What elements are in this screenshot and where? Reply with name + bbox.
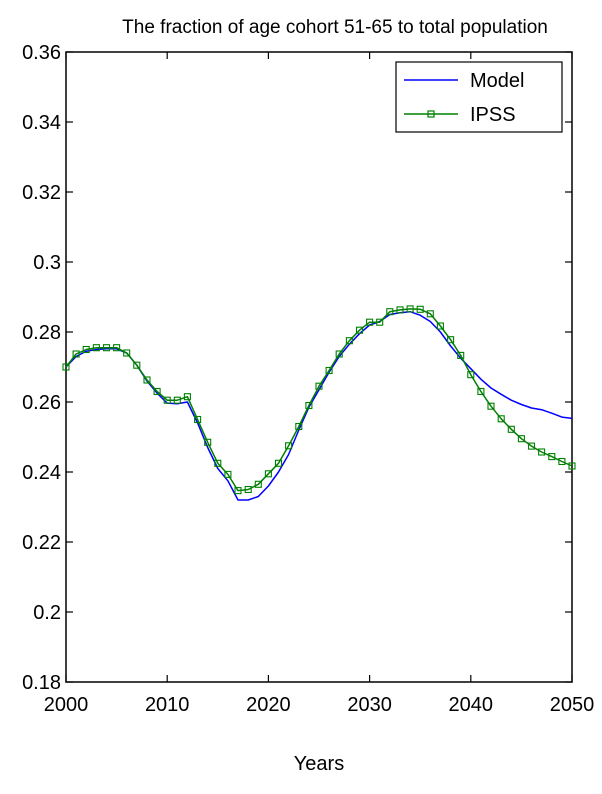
data-point-ipss xyxy=(295,422,303,431)
x-tick-label: 2050 xyxy=(550,694,595,716)
data-point-ipss xyxy=(558,457,566,466)
data-point-ipss xyxy=(92,344,100,352)
x-tick-label: 2020 xyxy=(246,694,291,716)
data-point-ipss xyxy=(274,459,283,467)
plot-series xyxy=(62,305,576,501)
x-tick-label: 2000 xyxy=(44,694,89,716)
data-point-ipss xyxy=(467,371,475,379)
data-point-ipss xyxy=(436,322,444,330)
data-point-ipss xyxy=(527,442,536,450)
data-point-ipss xyxy=(396,306,404,314)
series-line-model xyxy=(65,310,573,501)
data-point-ipss xyxy=(113,344,121,352)
y-tick-label: 0.26 xyxy=(22,392,61,414)
data-point-ipss xyxy=(153,387,161,396)
y-tick-label: 0.28 xyxy=(22,322,61,344)
y-tick-label: 0.18 xyxy=(22,672,61,694)
data-point-ipss xyxy=(234,487,242,495)
data-point-ipss xyxy=(143,376,151,384)
data-point-ipss xyxy=(264,470,272,478)
y-tick-label: 0.34 xyxy=(22,112,61,134)
data-point-ipss xyxy=(517,435,525,443)
data-point-ipss xyxy=(548,453,556,461)
data-point-ipss xyxy=(82,345,90,354)
data-point-ipss xyxy=(366,318,374,326)
data-point-ipss xyxy=(497,415,505,423)
data-point-ipss xyxy=(335,350,343,358)
data-point-ipss xyxy=(123,349,131,357)
y-tick-label: 0.36 xyxy=(22,42,61,64)
data-point-ipss xyxy=(345,337,353,345)
data-point-ipss xyxy=(325,366,333,375)
data-point-ipss xyxy=(204,438,212,446)
data-point-ipss xyxy=(133,361,141,369)
legend-box xyxy=(395,61,563,133)
plot-area-frame xyxy=(65,51,573,683)
data-point-ipss xyxy=(355,326,364,334)
y-tick-label: 0.2 xyxy=(33,602,61,624)
data-point-ipss xyxy=(426,310,434,318)
y-tick-label: 0.22 xyxy=(22,532,61,554)
data-point-ipss xyxy=(416,305,424,313)
data-point-ipss xyxy=(72,350,80,358)
data-point-ipss xyxy=(194,415,202,424)
data-point-ipss xyxy=(315,382,323,390)
legend-ipss-marker xyxy=(427,110,435,118)
x-tick-label: 2040 xyxy=(449,694,494,716)
data-point-ipss xyxy=(447,336,455,344)
data-point-ipss xyxy=(386,308,394,316)
data-point-ipss xyxy=(477,387,485,396)
data-point-ipss xyxy=(254,480,262,488)
x-axis: 2000 2010 2020 2030 2040 2050 xyxy=(44,52,595,716)
y-tick-label: 0.32 xyxy=(22,182,61,204)
x-tick-label: 2030 xyxy=(347,694,392,716)
x-tick-label: 2010 xyxy=(145,694,190,716)
chart-title: The fraction of age cohort 51-65 to tota… xyxy=(122,17,548,38)
data-point-ipss xyxy=(62,363,70,371)
y-axis: 0.18 0.2 0.22 0.24 0.26 0.28 0.3 0.32 0.34 0.36 xyxy=(22,42,572,694)
series-line-ipss xyxy=(65,308,573,492)
legend-ipss-label: IPSS xyxy=(470,104,516,126)
data-point-ipss xyxy=(163,396,171,404)
x-axis-label: Years xyxy=(294,753,344,775)
data-point-ipss xyxy=(244,485,252,494)
data-point-ipss xyxy=(183,393,191,401)
data-point-ipss xyxy=(173,396,181,404)
data-point-ipss xyxy=(224,470,232,478)
data-point-ipss xyxy=(285,442,293,450)
legend-model-label: Model xyxy=(470,70,524,92)
data-point-ipss xyxy=(376,318,384,326)
data-point-ipss xyxy=(507,425,515,433)
data-point-ipss xyxy=(568,462,576,470)
data-point-ipss xyxy=(487,402,495,410)
data-point-ipss xyxy=(102,344,111,352)
data-point-ipss xyxy=(457,351,465,359)
data-point-ipss xyxy=(214,459,222,467)
data-point-ipss xyxy=(538,448,546,456)
y-tick-label: 0.24 xyxy=(22,462,61,484)
y-tick-label: 0.3 xyxy=(33,252,61,274)
data-point-ipss xyxy=(305,401,313,410)
data-point-ipss xyxy=(406,305,414,313)
legend: Model IPSS xyxy=(395,61,563,133)
